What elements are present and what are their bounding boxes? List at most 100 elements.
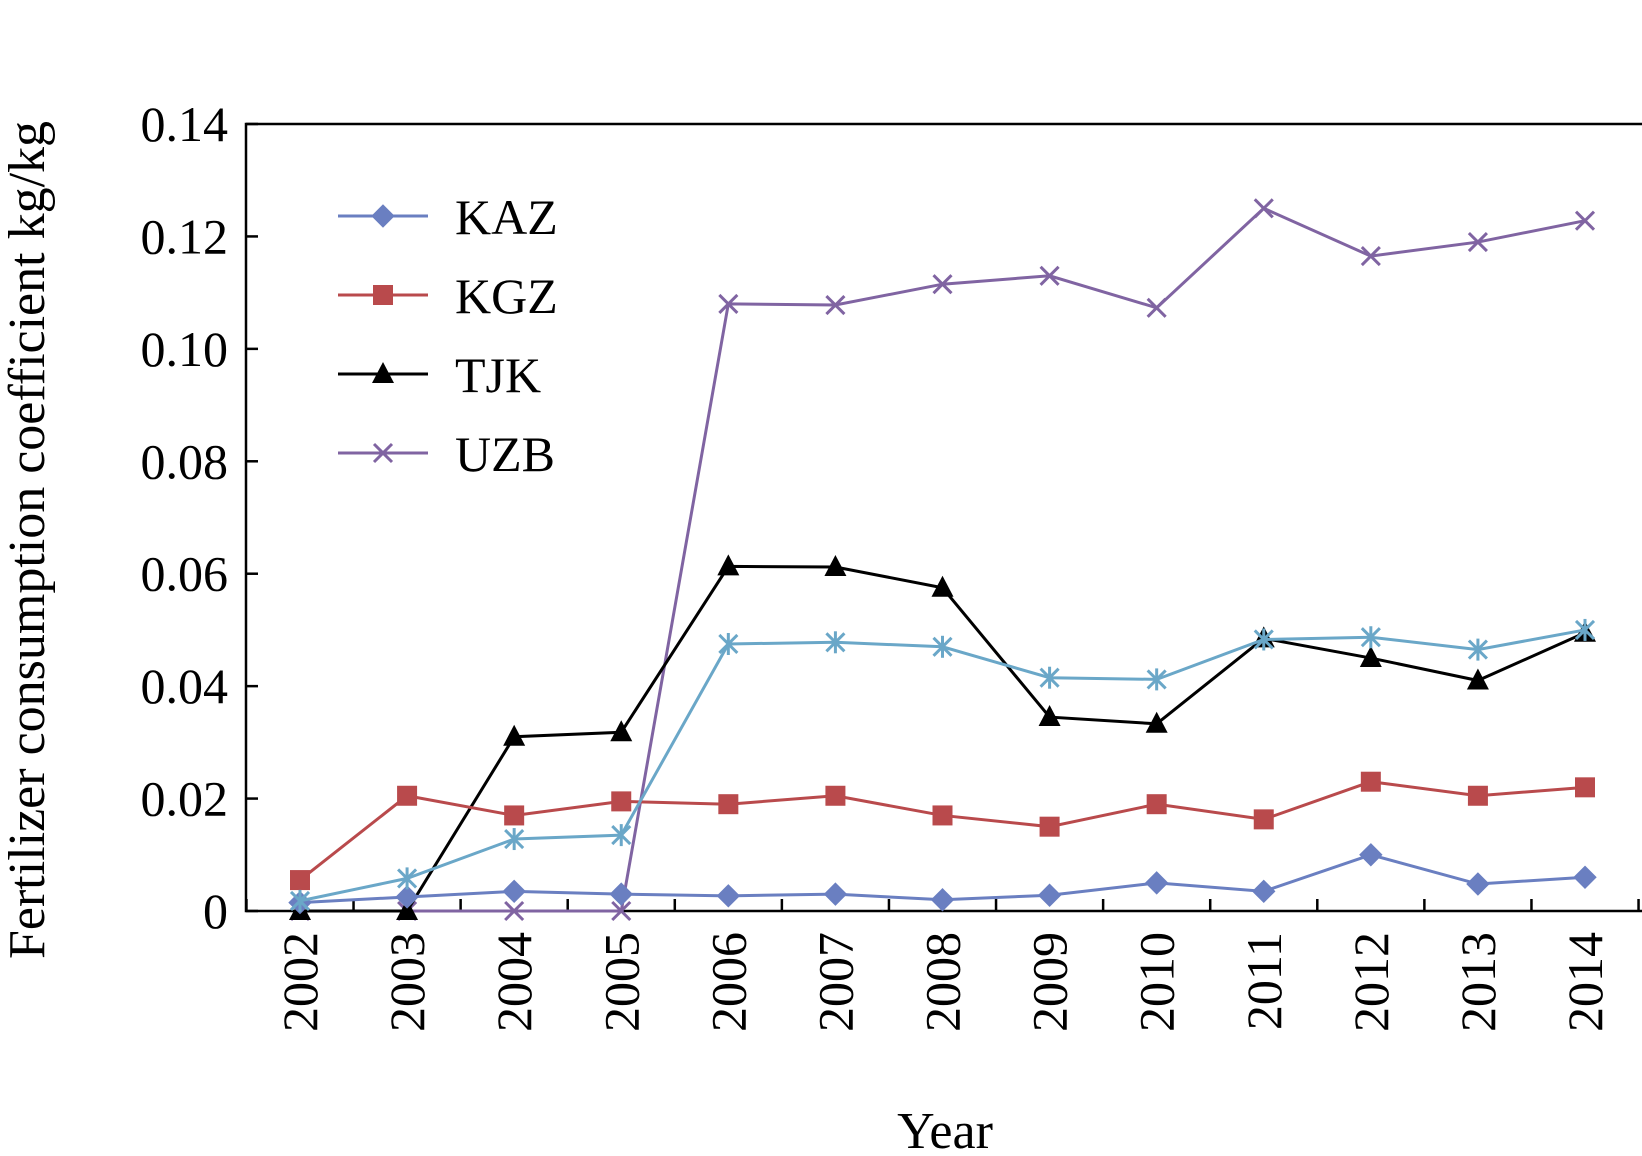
data-point xyxy=(372,362,394,383)
data-point xyxy=(373,285,393,305)
series-kaz xyxy=(288,843,1597,915)
series-line xyxy=(299,780,1586,882)
data-point xyxy=(611,791,632,812)
legend-label: UZB xyxy=(455,426,555,482)
legend-item-kgz: KGZ xyxy=(338,268,558,324)
data-point xyxy=(1145,711,1168,733)
x-tick-label: 2003 xyxy=(379,932,435,1032)
legend: KAZ KGZ TJK UZB xyxy=(338,189,558,482)
x-tick-label: 2010 xyxy=(1129,932,1185,1032)
data-point xyxy=(931,575,954,597)
y-tick-label: 0.14 xyxy=(141,96,229,152)
data-point xyxy=(397,867,418,890)
data-point xyxy=(1359,843,1383,867)
data-point xyxy=(1039,816,1060,837)
x-tick-label: 2012 xyxy=(1343,932,1399,1032)
data-point xyxy=(1253,809,1274,830)
data-point xyxy=(1575,777,1595,798)
data-point xyxy=(504,900,525,922)
data-point xyxy=(932,635,953,658)
y-tick-label: 0.02 xyxy=(141,771,229,827)
data-point xyxy=(1146,794,1167,815)
y-tick-label: 0.10 xyxy=(141,321,229,377)
data-point xyxy=(1467,785,1488,806)
data-point xyxy=(503,724,526,746)
data-point xyxy=(718,632,739,655)
data-point xyxy=(397,785,418,806)
x-axis-ticks: 2002 2003 2004 2005 2006 2007 2008 2009 2010 2011… xyxy=(245,899,1640,1032)
data-point xyxy=(1146,668,1167,691)
x-tick-label: 2009 xyxy=(1022,932,1078,1032)
data-point xyxy=(1466,872,1490,896)
data-point xyxy=(1039,666,1060,689)
legend-item-kaz: KAZ xyxy=(338,189,558,245)
y-tick-label: 0.12 xyxy=(141,208,229,264)
data-point xyxy=(611,900,632,922)
data-point xyxy=(372,442,394,464)
data-point xyxy=(610,720,633,742)
x-tick-label: 2011 xyxy=(1236,932,1292,1030)
data-point xyxy=(932,274,953,295)
series-unlabeled xyxy=(289,618,1596,912)
data-point xyxy=(504,828,525,851)
y-tick-label: 0.04 xyxy=(141,658,229,714)
data-point xyxy=(825,785,846,806)
data-point xyxy=(1038,705,1061,727)
legend-label: KGZ xyxy=(455,268,558,324)
data-point xyxy=(1252,879,1276,904)
legend-label: KAZ xyxy=(455,189,558,245)
data-point xyxy=(1146,297,1167,318)
series-group xyxy=(288,198,1597,922)
data-point xyxy=(824,554,847,576)
legend-item-uzb: UZB xyxy=(338,426,555,482)
data-point xyxy=(1144,871,1169,895)
data-point xyxy=(290,870,310,891)
data-point xyxy=(1466,668,1489,690)
legend-label: TJK xyxy=(455,347,541,403)
data-point xyxy=(1573,865,1597,889)
data-point xyxy=(289,889,311,912)
x-tick-label: 2002 xyxy=(272,932,328,1032)
data-point xyxy=(718,293,739,314)
y-tick-label: 0.06 xyxy=(141,546,229,602)
data-point xyxy=(1253,628,1274,651)
data-point xyxy=(1360,626,1381,649)
data-point xyxy=(1360,246,1381,267)
data-point xyxy=(716,884,741,908)
data-point xyxy=(825,631,846,654)
data-point xyxy=(395,885,419,909)
data-point xyxy=(611,824,632,847)
data-point xyxy=(1467,638,1488,661)
data-point xyxy=(823,882,848,906)
data-point xyxy=(825,294,846,316)
data-point xyxy=(1574,618,1596,641)
data-point xyxy=(930,888,955,912)
x-tick-label: 2008 xyxy=(915,932,971,1032)
data-point xyxy=(1574,210,1596,231)
data-point xyxy=(1360,771,1381,792)
data-point xyxy=(396,899,419,920)
data-point xyxy=(718,794,739,815)
y-axis-ticks: 0 0.02 0.04 0.06 0.08 0.10 0.12 0.14 xyxy=(141,96,258,939)
data-point xyxy=(1359,646,1382,668)
series-tjk xyxy=(289,554,1596,920)
x-tick-label: 2014 xyxy=(1557,932,1613,1032)
data-point xyxy=(932,805,953,826)
x-tick-label: 2013 xyxy=(1450,932,1506,1032)
data-point xyxy=(502,879,526,904)
x-tick-label: 2007 xyxy=(807,932,863,1032)
plot-frame xyxy=(244,122,1642,913)
data-point xyxy=(1253,198,1274,219)
legend-item-tjk: TJK xyxy=(338,347,541,403)
data-point xyxy=(1037,883,1062,907)
x-tick-label: 2005 xyxy=(593,932,649,1032)
x-tick-label: 2004 xyxy=(486,932,542,1032)
y-axis-title: Fertilizer consumption coefficient kg/kg xyxy=(0,121,56,959)
y-tick-label: 0 xyxy=(203,883,228,939)
data-point xyxy=(1467,231,1488,253)
data-point xyxy=(504,805,525,826)
y-tick-label: 0.08 xyxy=(141,433,229,489)
x-axis-title: Year xyxy=(897,1103,993,1156)
data-point xyxy=(717,554,740,576)
